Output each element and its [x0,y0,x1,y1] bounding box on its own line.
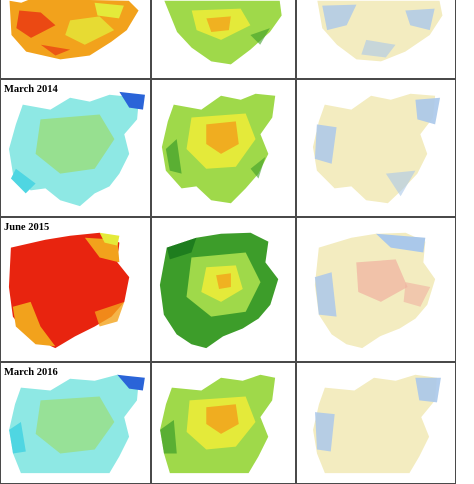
map-shape-row3-col2 [159,232,279,349]
map-panel-row2-col3 [296,79,456,217]
map-shape-row2-col3 [312,93,441,204]
map-shape-row1-col3 [317,0,443,62]
map-shape-row2-col2 [161,93,276,204]
map-panel-grid: March 2014 June 2015 [0,0,456,484]
map-panel-row4-col3 [296,362,456,484]
map-shape-row1-col1 [9,0,139,60]
map-shape-row2-col1 [8,91,145,207]
map-panel-row4-col2 [151,362,296,484]
map-panel-row4-col1 [0,362,151,484]
row-label-march-2016: March 2016 [4,367,58,378]
map-shape-row4-col3 [313,374,441,474]
map-panel-row1-col1 [0,0,151,79]
map-shape-row3-col1 [8,232,130,349]
map-panel-row1-col2 [151,0,296,79]
map-panel-row3-col1 [0,217,151,362]
map-panel-row2-col1 [0,79,151,217]
map-panel-row2-col2 [151,79,296,217]
row-label-march-2014: March 2014 [4,84,58,95]
map-panel-row1-col3 [296,0,456,79]
map-shape-row4-col1 [9,374,145,474]
map-shape-row3-col3 [314,232,436,349]
map-shape-row1-col2 [164,0,282,65]
map-panel-row3-col3 [296,217,456,362]
map-panel-row3-col2 [151,217,296,362]
map-shape-row4-col2 [160,374,276,474]
row-label-june-2015: June 2015 [4,222,50,233]
